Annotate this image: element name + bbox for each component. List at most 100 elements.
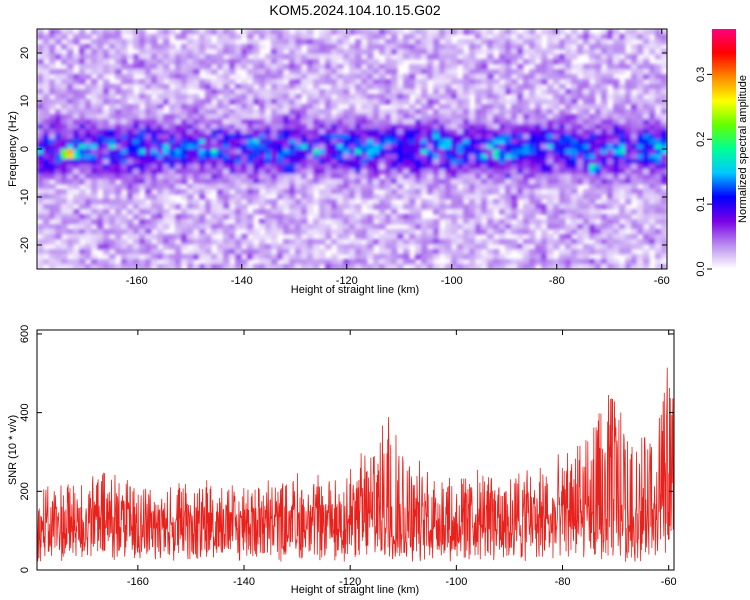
heatmap-cell <box>199 139 206 145</box>
heatmap-cell <box>493 169 500 175</box>
heatmap-cell <box>43 149 50 155</box>
heatmap-cell <box>607 44 614 50</box>
heatmap-cell <box>319 49 326 55</box>
heatmap-cell <box>211 209 218 215</box>
heatmap-cell <box>511 239 518 245</box>
heatmap-cell <box>43 94 50 100</box>
heatmap-cell <box>343 184 350 190</box>
heatmap-cell <box>103 159 110 165</box>
heatmap-cell <box>499 84 506 90</box>
heatmap-cell <box>355 159 362 165</box>
heatmap-cell <box>613 174 620 180</box>
heatmap-cell <box>295 174 302 180</box>
heatmap-cell <box>481 264 488 269</box>
heatmap-cell <box>655 114 662 120</box>
heatmap-cell <box>289 264 296 269</box>
heatmap-cell <box>169 74 176 80</box>
heatmap-cell <box>253 159 260 165</box>
heatmap-cell <box>355 114 362 120</box>
heatmap-cell <box>445 84 452 90</box>
heatmap-cell <box>55 209 62 215</box>
heatmap-cell <box>571 49 578 55</box>
heatmap-cell <box>367 174 374 180</box>
heatmap-cell <box>541 109 548 115</box>
heatmap-cell <box>511 59 518 65</box>
heatmap-cell <box>553 139 560 145</box>
heatmap-cell <box>175 224 182 230</box>
heatmap-cell <box>379 74 386 80</box>
heatmap-cell <box>631 79 638 85</box>
heatmap-cell <box>517 64 524 70</box>
heatmap-cell <box>661 124 667 130</box>
heatmap-cell <box>235 109 242 115</box>
heatmap-cell <box>49 189 56 195</box>
heatmap-cell <box>451 54 458 60</box>
heatmap-cell <box>421 179 428 185</box>
heatmap-cell <box>301 174 308 180</box>
heatmap-cell <box>301 154 308 160</box>
heatmap-cell <box>187 64 194 70</box>
heatmap-cell <box>103 119 110 125</box>
heatmap-cell <box>277 34 284 40</box>
heatmap-cell <box>469 229 476 235</box>
heatmap-cell <box>61 119 68 125</box>
heatmap-cell <box>649 84 656 90</box>
heatmap-cell <box>391 119 398 125</box>
heatmap-cell <box>331 239 338 245</box>
heatmap-cell <box>253 254 260 260</box>
heatmap-cell <box>61 124 68 130</box>
heatmap-cell <box>235 169 242 175</box>
heatmap-cell <box>469 29 476 35</box>
heatmap-cell <box>91 109 98 115</box>
heatmap-cell <box>343 129 350 135</box>
heatmap-cell <box>139 219 146 225</box>
heatmap-cell <box>91 59 98 65</box>
heatmap-cell <box>175 164 182 170</box>
heatmap-cell <box>289 144 296 150</box>
heatmap-cell <box>151 49 158 55</box>
heatmap-cell <box>97 39 104 45</box>
heatmap-cell <box>277 214 284 220</box>
heatmap-cell <box>589 159 596 165</box>
heatmap-cell <box>655 244 662 250</box>
heatmap-cell <box>655 29 662 35</box>
heatmap-cell <box>175 84 182 90</box>
heatmap-cell <box>421 114 428 120</box>
heatmap-cell <box>391 229 398 235</box>
heatmap-cell <box>661 159 667 165</box>
heatmap-cell <box>379 169 386 175</box>
snr-x-tick-label: -80 <box>555 576 571 588</box>
heatmap-cell <box>421 39 428 45</box>
heatmap-cell <box>157 149 164 155</box>
heatmap-cell <box>43 144 50 150</box>
heatmap-cell <box>295 249 302 255</box>
heatmap-cell <box>145 69 152 75</box>
heatmap-cell <box>625 259 632 265</box>
heatmap-cell <box>241 64 248 70</box>
heatmap-cell <box>391 139 398 145</box>
heatmap-cell <box>283 184 290 190</box>
heatmap-cell <box>529 134 536 140</box>
heatmap-cell <box>559 39 566 45</box>
heatmap-cell <box>187 164 194 170</box>
heatmap-cell <box>349 229 356 235</box>
heatmap-cell <box>229 239 236 245</box>
heatmap-cell <box>373 154 380 160</box>
heatmap-cell <box>289 124 296 130</box>
heatmap-cell <box>271 184 278 190</box>
heatmap-cell <box>337 79 344 85</box>
heatmap-cell <box>349 104 356 110</box>
heatmap-cell <box>229 264 236 269</box>
heatmap-cell <box>55 79 62 85</box>
heatmap-cell <box>385 264 392 269</box>
heatmap-cell <box>37 119 44 125</box>
heatmap-cell <box>247 29 254 35</box>
heatmap-cell <box>445 104 452 110</box>
heatmap-cell <box>433 184 440 190</box>
heatmap-cell <box>379 129 386 135</box>
heatmap-cell <box>43 219 50 225</box>
heatmap-cell <box>37 174 44 180</box>
heatmap-cell <box>487 129 494 135</box>
heatmap-cell <box>649 119 656 125</box>
